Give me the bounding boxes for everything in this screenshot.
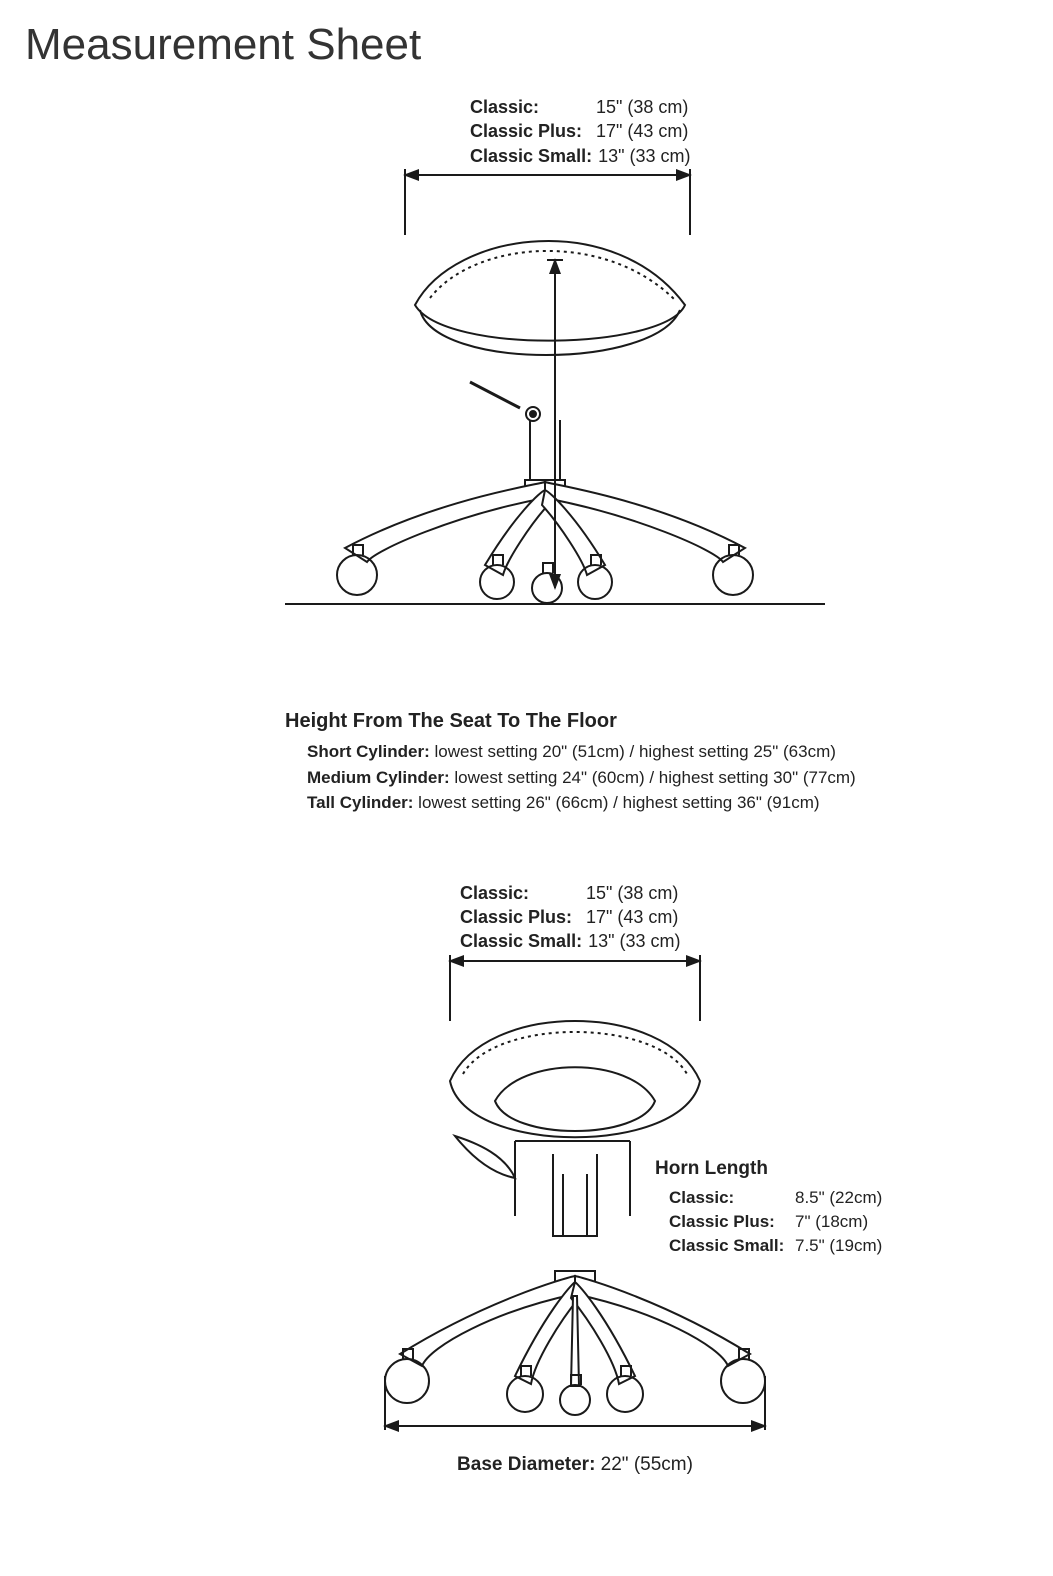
width-row-value: 15" (38 cm) (590, 95, 688, 119)
cylinder-name: Medium Cylinder: (307, 768, 450, 787)
height-heading: Height From The Seat To The Floor (285, 710, 1028, 733)
cylinder-name: Tall Cylinder: (307, 793, 413, 812)
side-view-figure: Classic:15" (38 cm) Classic Plus:17" (43… (285, 100, 1005, 660)
width-row-label: Classic: (470, 95, 590, 119)
cylinder-name: Short Cylinder: (307, 742, 430, 761)
width-row-label: Classic: (460, 881, 580, 905)
page-title: Measurement Sheet (25, 20, 1028, 70)
base-diameter-line: Base Diameter: 22" (55cm) (345, 1454, 805, 1476)
cylinder-text: lowest setting 20" (51cm) / highest sett… (435, 742, 836, 761)
base-diameter-value: 22" (55cm) (601, 1454, 693, 1475)
cylinder-text: lowest setting 24" (60cm) / highest sett… (454, 768, 855, 787)
width-row-value: 15" (38 cm) (580, 881, 678, 905)
front-view-diagram (345, 906, 825, 1486)
cylinder-text: lowest setting 26" (66cm) / highest sett… (418, 793, 819, 812)
front-view-figure: Classic:15" (38 cm) Classic Plus:17" (43… (345, 886, 1005, 1496)
side-view-diagram (285, 120, 825, 660)
base-diameter-label: Base Diameter: (457, 1454, 595, 1475)
height-from-seat-block: Height From The Seat To The Floor Short … (285, 710, 1028, 816)
